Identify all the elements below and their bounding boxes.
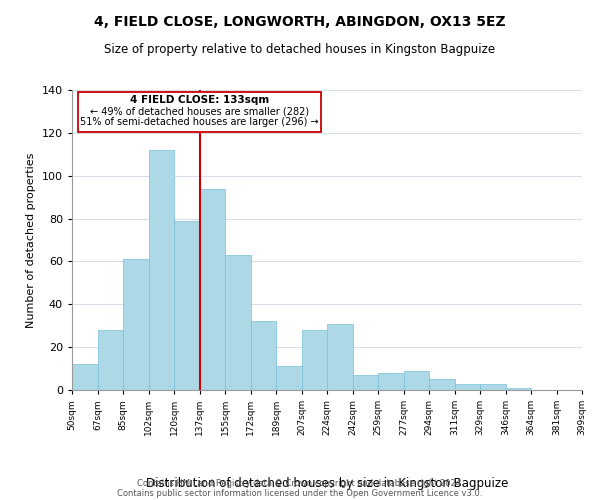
Text: Size of property relative to detached houses in Kingston Bagpuize: Size of property relative to detached ho… (104, 42, 496, 56)
Bar (174, 220, 199, 390)
Y-axis label: Number of detached properties: Number of detached properties (26, 152, 36, 328)
Text: 4, FIELD CLOSE, LONGWORTH, ABINGDON, OX13 5EZ: 4, FIELD CLOSE, LONGWORTH, ABINGDON, OX1… (94, 15, 506, 29)
Bar (123, 260, 149, 390)
Bar (302, 330, 327, 390)
Text: Contains public sector information licensed under the Open Government Licence v3: Contains public sector information licen… (118, 488, 482, 498)
Text: 4 FIELD CLOSE: 133sqm: 4 FIELD CLOSE: 133sqm (130, 96, 269, 106)
Bar (353, 375, 378, 390)
Bar (327, 324, 353, 390)
Text: 51% of semi-detached houses are larger (296) →: 51% of semi-detached houses are larger (… (80, 117, 319, 127)
Bar (480, 384, 505, 390)
Bar (97, 330, 123, 390)
X-axis label: Distribution of detached houses by size in Kingston Bagpuize: Distribution of detached houses by size … (146, 477, 508, 490)
Bar (225, 255, 251, 390)
Bar (251, 322, 276, 390)
Bar (505, 388, 531, 390)
Bar (72, 364, 97, 390)
Bar (378, 373, 404, 390)
Text: ← 49% of detached houses are smaller (282): ← 49% of detached houses are smaller (28… (90, 106, 309, 116)
Text: Contains HM Land Registry data © Crown copyright and database right 2024.: Contains HM Land Registry data © Crown c… (137, 478, 463, 488)
Bar (455, 384, 480, 390)
FancyBboxPatch shape (79, 92, 320, 132)
Bar (149, 150, 174, 390)
Bar (199, 188, 225, 390)
Bar (404, 370, 429, 390)
Bar (276, 366, 302, 390)
Bar (429, 380, 455, 390)
